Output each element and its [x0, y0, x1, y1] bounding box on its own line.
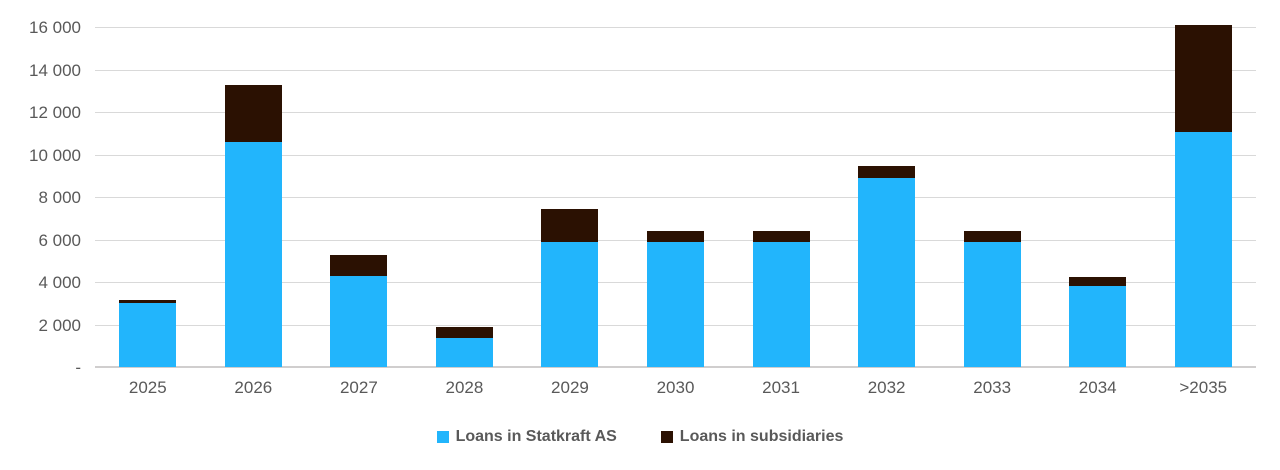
- plot-area: [95, 24, 1256, 368]
- bar-2025: [95, 300, 201, 367]
- y-tick-label: 6 000: [38, 230, 81, 250]
- x-tick-label: >2035: [1179, 378, 1228, 397]
- bar-segment-loans-in-statkraft-as: [858, 177, 916, 367]
- bar-segment-loans-in-subsidiaries: [963, 231, 1021, 242]
- bar-segment-loans-in-statkraft-as: [647, 241, 704, 367]
- bar-2032: [834, 166, 940, 367]
- gridline: [95, 69, 1256, 71]
- bar-segment-loans-in-subsidiaries: [224, 85, 282, 142]
- bar-segment-loans-in-statkraft-as: [119, 303, 177, 367]
- bar-2034: [1045, 276, 1151, 367]
- bar-segment-loans-in-subsidiaries: [1174, 24, 1232, 133]
- bar-segment-loans-in-statkraft-as: [752, 241, 810, 367]
- legend-marker-icon: [436, 431, 449, 443]
- bar-segment-loans-in-statkraft-as: [330, 275, 388, 367]
- x-axis-baseline: [95, 366, 1256, 368]
- x-axis: 2025 2026 2027 2028 2029 2030 2031 2032 2033 2034…: [95, 378, 1256, 398]
- bar-segment-loans-in-subsidiaries: [119, 300, 177, 304]
- y-axis: - 2 000 4 000 6 000 8 000 10 000 12 000 14 000 1…: [0, 19, 81, 376]
- x-tick-label: 2031: [762, 378, 800, 397]
- bar-segment-loans-in-subsidiaries: [330, 255, 388, 276]
- gridline: [95, 154, 1256, 156]
- bar-segment-loans-in-statkraft-as: [435, 338, 493, 367]
- bar-segment-loans-in-statkraft-as: [224, 141, 282, 367]
- bar-segment-loans-in-subsidiaries: [541, 208, 599, 242]
- bar-segment-loans-in-subsidiaries: [858, 166, 916, 178]
- y-tick-label: 2 000: [38, 315, 81, 335]
- bar-2027: [306, 255, 412, 367]
- y-tick-label: -: [75, 358, 81, 377]
- x-tick-label: 2030: [656, 378, 695, 397]
- y-tick-label: 12 000: [29, 103, 81, 122]
- legend-marker-icon: [660, 431, 673, 443]
- bar-segment-loans-in-subsidiaries: [1069, 276, 1127, 287]
- gridline: [95, 27, 1256, 28]
- bar-2029: [517, 208, 623, 367]
- bar-2026: [201, 85, 307, 367]
- bar-segment-loans-in-subsidiaries: [435, 326, 493, 339]
- legend: Loans in Statkraft AS Loans in subsidiari…: [0, 428, 1280, 446]
- y-tick-label: 8 000: [38, 188, 81, 207]
- x-tick-label: 2032: [867, 378, 906, 397]
- gridline: [95, 197, 1256, 198]
- bar-2030: [623, 231, 729, 367]
- x-tick-label: 2029: [551, 378, 589, 397]
- y-tick-label: 16 000: [29, 18, 81, 37]
- bar-segment-loans-in-statkraft-as: [541, 241, 599, 367]
- legend-entry-loans-in-subsidiaries: Loans in subsidiaries: [660, 428, 844, 446]
- legend-entry-loans-in-statkraft-as: Loans in Statkraft AS: [436, 428, 617, 446]
- legend-label: Loans in Statkraft AS: [455, 428, 617, 445]
- x-tick-label: 2028: [445, 378, 484, 397]
- x-tick-label: 2034: [1078, 378, 1117, 397]
- y-tick-label: 4 000: [38, 273, 81, 292]
- bar-segment-loans-in-subsidiaries: [647, 231, 704, 242]
- x-tick-label: 2027: [339, 378, 378, 397]
- gridline: [95, 112, 1256, 113]
- bar-2028: [412, 326, 518, 367]
- x-tick-label: 2026: [234, 378, 273, 397]
- bar-segment-loans-in-statkraft-as: [1069, 286, 1127, 367]
- x-tick-label: 2033: [973, 378, 1012, 397]
- bar-2033: [939, 231, 1045, 367]
- bar-segment-loans-in-subsidiaries: [752, 231, 810, 242]
- bar-segment-loans-in-statkraft-as: [1174, 132, 1232, 367]
- bar-gt2035: [1150, 24, 1256, 367]
- x-tick-label: 2025: [128, 378, 167, 397]
- bars-row: [95, 24, 1256, 367]
- legend-label: Loans in subsidiaries: [679, 428, 844, 445]
- y-tick-label: 14 000: [29, 60, 81, 80]
- y-tick-label: 10 000: [29, 145, 81, 165]
- bar-2031: [728, 231, 834, 367]
- bar-segment-loans-in-statkraft-as: [963, 241, 1021, 367]
